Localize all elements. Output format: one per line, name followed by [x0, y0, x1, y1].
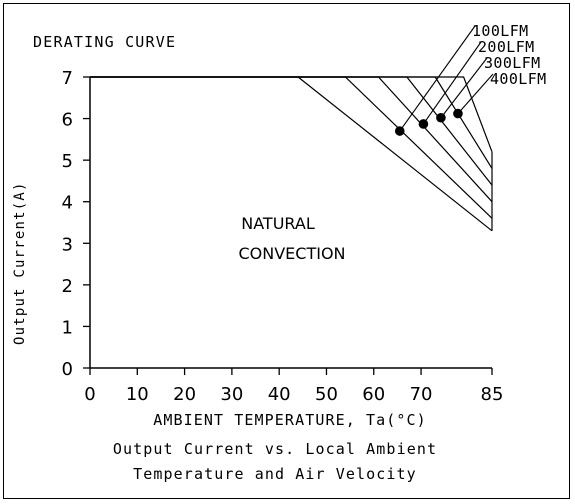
y-tick-label-5: 5	[62, 151, 73, 172]
chart-title: DERATING CURVE	[33, 33, 176, 51]
x-tick-label-70: 70	[410, 384, 433, 405]
marker-label-400lfm: 400LFM	[490, 70, 547, 88]
x-tick-label-40: 40	[268, 384, 291, 405]
leader-line-200lfm	[422, 41, 482, 125]
x-tick-label-0: 0	[84, 384, 95, 405]
y-axis-label: Output Current(A)	[12, 181, 28, 345]
y-tick-label-7: 7	[62, 68, 73, 89]
series-line-300lfm	[90, 76, 493, 186]
chart-frame	[3, 3, 570, 499]
y-tick-label-1: 1	[62, 317, 73, 338]
caption-line-2: Temperature and Air Velocity	[133, 465, 417, 483]
y-tick-label-2: 2	[62, 276, 73, 297]
marker-dot-400lfm	[453, 108, 463, 119]
marker-label-100lfm: 100LFM	[472, 22, 529, 40]
region-label-line-1: NATURAL	[241, 214, 315, 233]
x-tick-label-60: 60	[362, 384, 385, 405]
marker-label-300lfm: 300LFM	[484, 54, 541, 72]
marker-dot-200lfm	[418, 119, 429, 129]
marker-dot-100lfm	[394, 126, 405, 136]
marker-dot-300lfm	[436, 112, 446, 123]
marker-label-200lfm: 200LFM	[478, 38, 535, 56]
series-line-max	[90, 76, 493, 153]
region-label-line-2: CONVECTION	[238, 244, 345, 263]
y-tick-label-4: 4	[62, 193, 73, 214]
leader-line-400lfm	[457, 73, 494, 114]
leader-line-300lfm	[440, 57, 488, 119]
x-tick-label-85: 85	[481, 384, 504, 405]
x-axis-label: AMBIENT TEMPERATURE, Ta(°C)	[153, 411, 427, 429]
y-tick-label-3: 3	[62, 234, 73, 255]
caption-line-1: Output Current vs. Local Ambient	[113, 440, 437, 458]
y-tick-label-6: 6	[62, 110, 73, 131]
series-line-100lfm	[90, 76, 493, 219]
series-line-400lfm	[90, 76, 493, 169]
x-tick-label-20: 20	[173, 384, 196, 405]
y-tick-label-0: 0	[62, 359, 73, 380]
x-tick-label-10: 10	[126, 384, 149, 405]
x-tick-label-50: 50	[315, 384, 338, 405]
leader-line-100lfm	[399, 25, 476, 132]
series-line-natural-convection	[90, 76, 493, 232]
x-tick-label-30: 30	[220, 384, 243, 405]
